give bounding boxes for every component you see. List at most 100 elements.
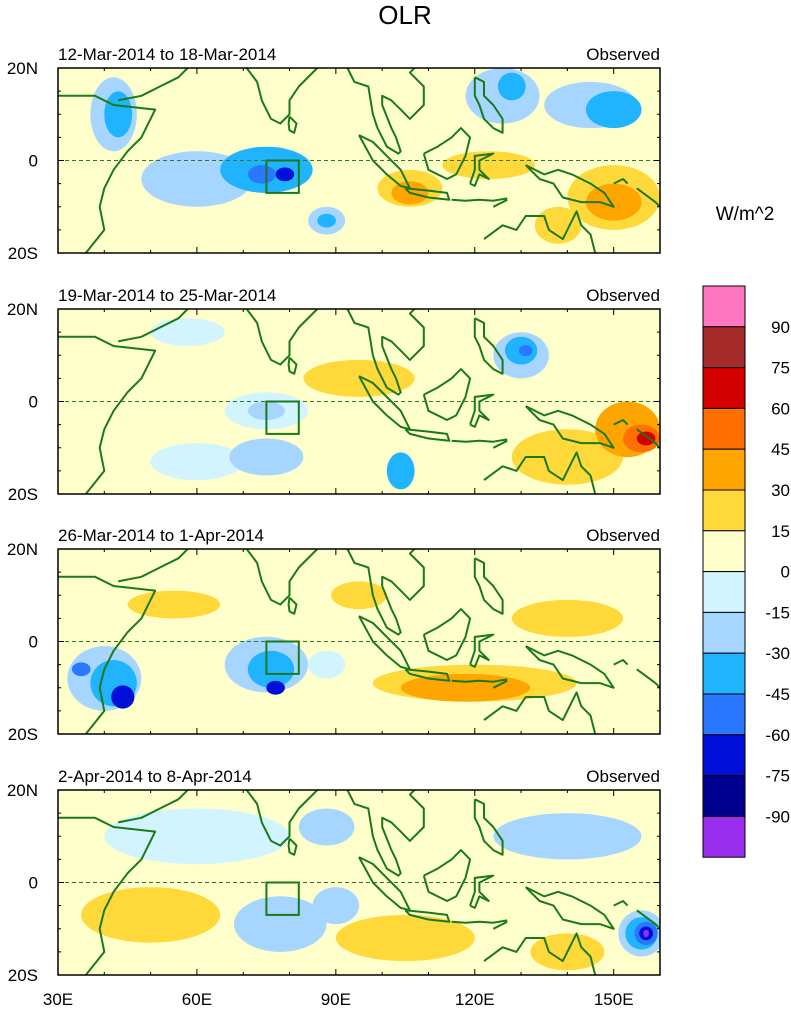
coastline: [473, 557, 504, 615]
coastline: [245, 549, 320, 606]
coastline: [524, 164, 615, 208]
coastline: [524, 645, 615, 689]
coastline: [422, 127, 472, 180]
coastline: [636, 909, 660, 930]
colorbar-label: 0: [781, 563, 790, 582]
colorbar-swatch: [702, 448, 746, 491]
colorbar-swatch: [702, 489, 746, 532]
coastline: [483, 691, 597, 734]
coastlines: [58, 309, 660, 494]
y-tick-label: 20N: [7, 300, 38, 319]
anomaly-region: [298, 808, 355, 846]
coastline: [524, 886, 615, 930]
anomaly-region: [247, 165, 276, 184]
coastline: [245, 68, 320, 125]
anomaly-region: [71, 662, 91, 677]
anomaly-region: [81, 887, 221, 943]
anomaly-region: [386, 452, 415, 490]
x-tick-label: 60E: [182, 990, 212, 1009]
coastline: [422, 608, 472, 661]
coastline: [422, 849, 472, 902]
index-box: [265, 159, 300, 194]
coastlines: [58, 68, 660, 253]
x-tick-label: 90E: [321, 990, 351, 1009]
colorbar-swatch: [702, 652, 746, 695]
colorbar-label: -30: [765, 644, 790, 663]
coastline: [492, 920, 508, 930]
colorbar-label: 60: [771, 399, 790, 418]
y-tick-label: 0: [29, 633, 38, 652]
anomaly-region: [335, 914, 475, 962]
coastline: [287, 596, 298, 615]
colorbar-swatch: [702, 407, 746, 450]
anomaly-region: [534, 206, 582, 244]
colorbar-label: 30: [771, 481, 790, 500]
panel-label: Observed: [586, 767, 660, 786]
y-tick-label: 0: [29, 874, 38, 893]
anomaly-region: [331, 581, 387, 610]
colorbar-swatch: [702, 571, 746, 613]
coastline: [58, 335, 157, 494]
anomaly-region: [497, 72, 526, 101]
anomaly-region: [247, 650, 295, 688]
coastline: [473, 798, 504, 856]
anomaly-region: [312, 887, 359, 925]
anomaly-region: [150, 318, 225, 346]
panel-label: Observed: [586, 286, 660, 305]
panel-period: 19-Mar-2014 to 25-Mar-2014: [58, 286, 276, 305]
coastline: [404, 428, 451, 442]
anomaly-region: [442, 151, 535, 180]
coastline: [469, 152, 495, 187]
x-tick-label: 120E: [455, 990, 495, 1009]
anomaly-region: [308, 650, 346, 679]
colorbar-swatch: [702, 693, 746, 736]
map-panel-3: 20N 0 20S 26-Mar-2014 to 1-Apr-2014 Observed: [7, 526, 661, 744]
anomaly-region: [104, 808, 290, 865]
coastline: [451, 197, 508, 202]
coastline: [613, 659, 629, 666]
coastline: [492, 198, 508, 208]
coastline: [469, 393, 495, 428]
index-box: [265, 881, 300, 916]
coastline: [118, 309, 190, 343]
colorbar-swatch: [702, 815, 746, 858]
anomaly-region: [233, 896, 327, 952]
anomaly-region: [636, 431, 656, 446]
coastline: [287, 356, 298, 375]
colorbar-label: -90: [765, 807, 790, 826]
colorbar-swatch: [702, 775, 746, 817]
anomaly-region: [111, 685, 135, 709]
coastline: [245, 309, 320, 366]
colorbar-swatch: [702, 326, 746, 369]
colorbar-label: -60: [765, 726, 790, 745]
coastline: [451, 438, 508, 443]
colorbar-label: 90: [771, 318, 790, 337]
colorbar-swatch: [702, 530, 746, 573]
coastline: [451, 678, 508, 683]
coastline: [404, 668, 451, 682]
anomaly-region: [585, 91, 642, 129]
anomaly-region: [643, 929, 649, 938]
coastline: [58, 575, 157, 734]
y-tick-label: 20S: [8, 485, 38, 504]
y-tick-label: 0: [29, 393, 38, 412]
coastline: [118, 549, 190, 583]
coastline: [483, 932, 597, 975]
anomaly-region: [275, 167, 295, 182]
x-tick-label: 30E: [43, 990, 73, 1009]
coastline: [287, 837, 298, 856]
colorbar-swatch: [702, 367, 746, 409]
colorbar-label: -15: [765, 603, 790, 622]
coastline: [346, 790, 425, 877]
anomaly-region: [511, 599, 623, 637]
coastline: [469, 633, 495, 668]
coastline: [58, 94, 157, 253]
coastlines: [58, 549, 660, 734]
coastline: [58, 816, 157, 975]
coastline: [636, 428, 660, 449]
coastline: [346, 309, 425, 396]
map-panel-2: 20N 0 20S 19-Mar-2014 to 25-Mar-2014 Observe…: [7, 286, 661, 504]
coastline: [451, 919, 508, 924]
colorbar-label: 45: [771, 440, 790, 459]
coastline: [346, 68, 425, 155]
